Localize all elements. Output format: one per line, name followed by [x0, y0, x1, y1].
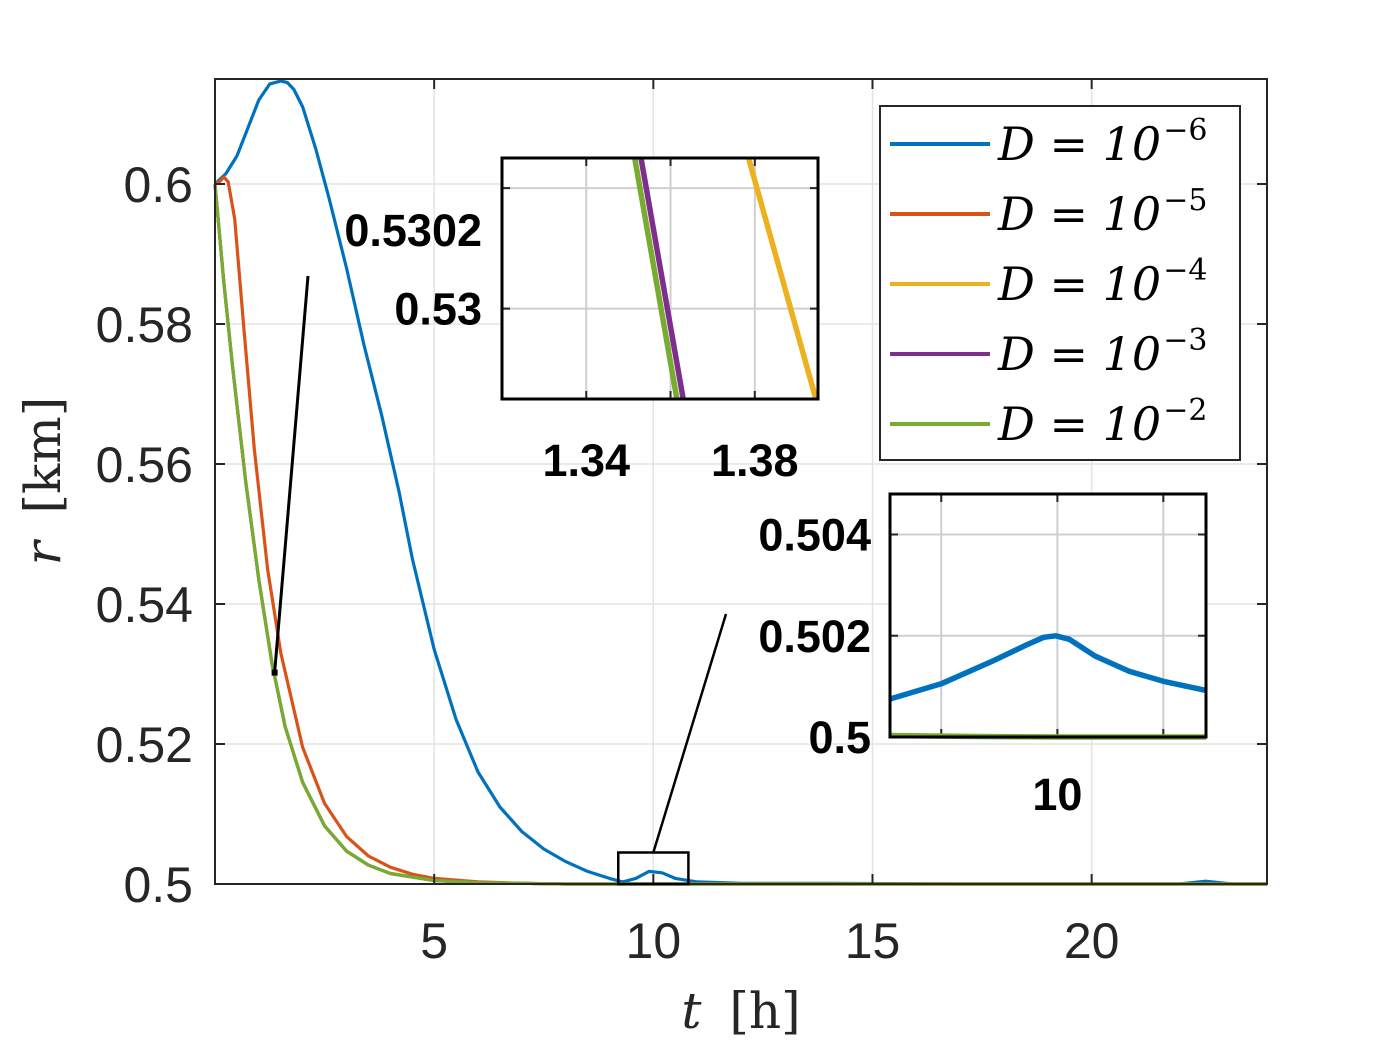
- inset-x-tick-label: 1.38: [711, 435, 799, 486]
- y-tick-label: 0.54: [96, 577, 193, 633]
- y-tick-label: 0.52: [96, 717, 193, 773]
- zoom-connector-2: [652, 613, 728, 853]
- inset-x-tick-label: 1.34: [542, 435, 630, 486]
- main-axes-box: [214, 78, 1268, 885]
- legend-label-main: D = 10: [997, 397, 1161, 451]
- main-ticks: [215, 79, 1267, 885]
- legend-label-exponent: −4: [1163, 253, 1207, 288]
- inset-line-d-10-3: [638, 157, 686, 400]
- y-axis-unit: [km]: [14, 397, 72, 514]
- inset-y-tick-label: 0.502: [758, 611, 871, 662]
- x-axis-unit: [h]: [729, 982, 800, 1040]
- y-tick-label: 0.58: [96, 297, 193, 353]
- x-tick-label: 5: [420, 913, 448, 969]
- y-axis-variable: r: [14, 538, 72, 565]
- y-tick-label: 0.6: [123, 157, 193, 213]
- y-tick-label: 0.5: [123, 857, 193, 913]
- inset-y-tick-label: 0.5302: [344, 205, 482, 256]
- inset-line-d-10-6: [889, 633, 1207, 702]
- x-axis-label: t [h]: [681, 982, 800, 1040]
- legend-label: D = 10−4: [997, 253, 1207, 311]
- legend-label-exponent: −5: [1163, 183, 1207, 218]
- legend-label: D = 10−5: [997, 183, 1207, 241]
- zoom-annotations: [271, 275, 728, 886]
- legend-label: D = 10−2: [997, 393, 1207, 451]
- legend-label-main: D = 10: [997, 327, 1161, 381]
- inset-y-tick-label: 0.504: [758, 510, 871, 561]
- legend-item-d-10-6: D = 10−6: [890, 113, 1207, 171]
- inset-y-tick-label: 0.5: [808, 712, 871, 763]
- x-tick-label: 20: [1064, 913, 1120, 969]
- legend-label: D = 10−3: [997, 323, 1207, 381]
- x-tick-label: 15: [845, 913, 901, 969]
- legend: D = 10−6D = 10−5D = 10−4D = 10−3D = 10−2: [879, 105, 1241, 461]
- x-tick-label: 10: [626, 913, 682, 969]
- legend-item-d-10-3: D = 10−3: [890, 323, 1207, 381]
- inset-line-d-10-2: [631, 157, 680, 400]
- legend-label-exponent: −2: [1163, 393, 1207, 428]
- inset-x-tick-label: 10: [1032, 769, 1082, 820]
- legend-label: D = 10−6: [997, 113, 1207, 171]
- legend-label-exponent: −6: [1163, 113, 1207, 148]
- y-tick-label: 0.56: [96, 437, 193, 493]
- legend-item-d-10-2: D = 10−2: [890, 393, 1207, 451]
- legend-label-main: D = 10: [997, 187, 1161, 241]
- main-tick-labels: 5 10 15 20 0.5 0.52 0.54 0.56 0.58 0.6: [96, 157, 1120, 969]
- inset-background: [890, 494, 1206, 737]
- inset-frame: [888, 492, 1208, 739]
- legend-label-main: D = 10: [997, 117, 1161, 171]
- inset-line-d-10-4: [745, 157, 819, 400]
- inset-y-tick-label: 0.53: [394, 284, 482, 335]
- inset-2: 10 0.504 0.502 0.5: [758, 492, 1208, 820]
- inset-1: 1.34 1.38 0.5302 0.53: [344, 156, 820, 486]
- legend-label-main: D = 10: [997, 257, 1161, 311]
- inset-frame: [500, 156, 820, 401]
- y-axis-label: r [km]: [14, 397, 72, 566]
- legend-item-d-10-5: D = 10−5: [890, 183, 1207, 241]
- zoom-connector-1: [273, 275, 310, 673]
- legend-item-d-10-4: D = 10−4: [890, 253, 1207, 311]
- legend-label-exponent: −3: [1163, 323, 1207, 358]
- x-axis-variable: t: [681, 982, 702, 1040]
